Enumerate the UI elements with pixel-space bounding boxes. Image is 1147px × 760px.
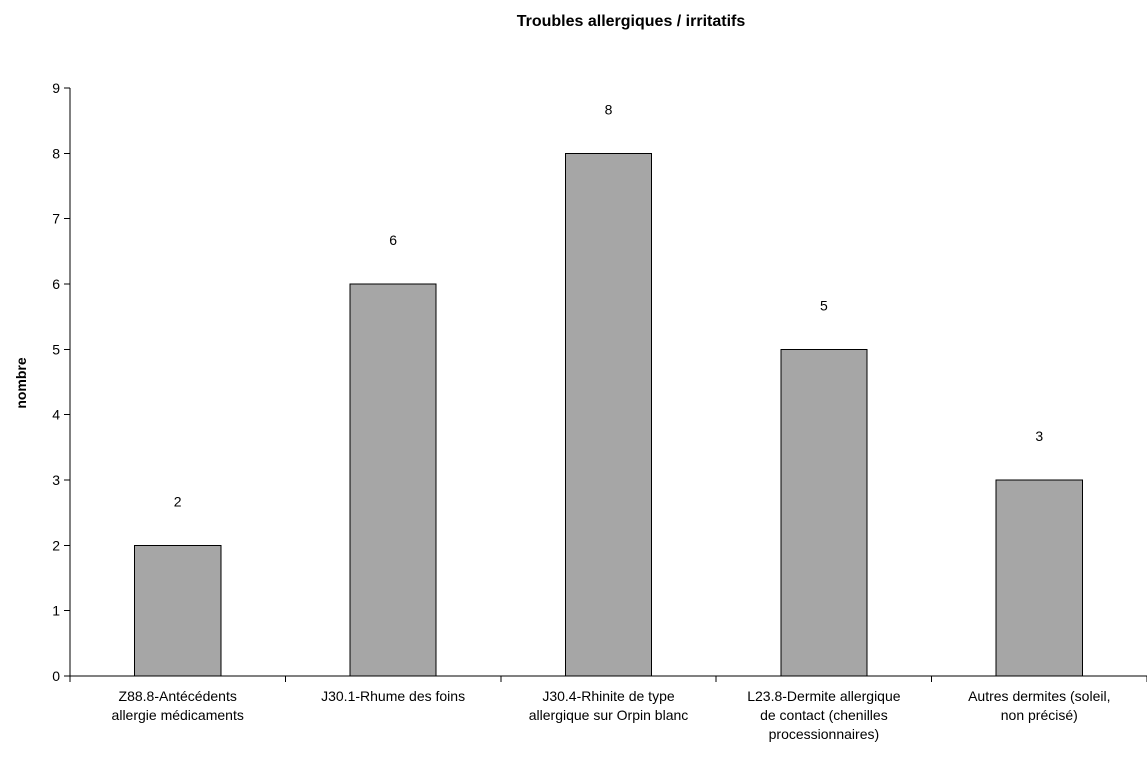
y-tick-label: 4 — [52, 407, 60, 423]
data-label: 3 — [1035, 428, 1043, 444]
y-axis-label: nombre — [13, 357, 29, 409]
x-category-label: Autres dermites (soleil, — [968, 688, 1110, 704]
x-category-label: processionnaires) — [769, 726, 880, 742]
y-tick-label: 5 — [52, 341, 60, 357]
x-category-label: non précisé) — [1001, 707, 1078, 723]
x-category-label: L23.8-Dermite allergique — [747, 688, 901, 704]
x-category-label: J30.4-Rhinite de type — [542, 688, 675, 704]
y-tick-label: 2 — [52, 537, 60, 553]
data-label: 2 — [174, 493, 182, 509]
chart-title: Troubles allergiques / irritatifs — [517, 13, 746, 30]
x-category-label: allergie médicaments — [112, 707, 244, 723]
bar — [349, 283, 437, 677]
x-category-label: J30.1-Rhume des foins — [321, 688, 465, 704]
bar — [564, 152, 653, 677]
bar — [780, 348, 868, 677]
x-category-label: Z88.8-Antécédents — [119, 688, 237, 704]
y-tick-label: 0 — [52, 668, 60, 684]
y-tick-label: 7 — [52, 211, 60, 227]
x-category-label: de contact (chenilles — [760, 707, 888, 723]
x-category-label: allergique sur Orpin blanc — [529, 707, 689, 723]
data-label: 6 — [389, 232, 397, 248]
y-tick-label: 8 — [52, 145, 60, 161]
y-tick-label: 3 — [52, 472, 60, 488]
y-tick-label: 9 — [52, 80, 60, 96]
data-label: 8 — [605, 101, 613, 117]
bar — [134, 544, 222, 677]
y-tick-label: 6 — [52, 276, 60, 292]
data-label: 5 — [820, 297, 828, 313]
y-tick-label: 1 — [52, 603, 60, 619]
plot-area: 0 1 2 3 4 5 6 7 8 9 2 Z88.8-Antécédents allergie méd… — [52, 80, 1147, 742]
bar — [995, 479, 1083, 677]
